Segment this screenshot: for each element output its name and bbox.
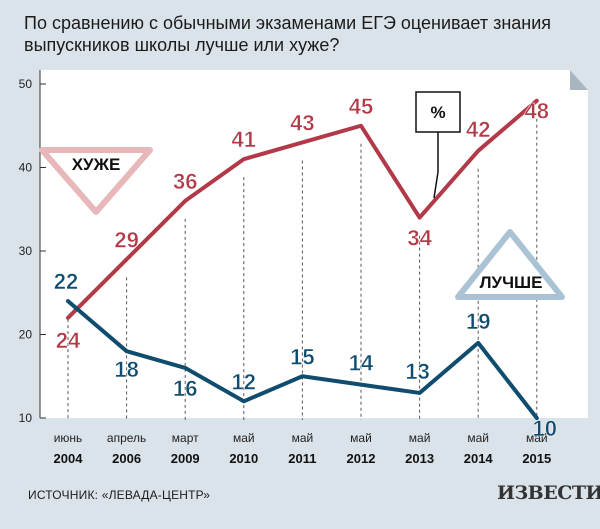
- x-tick-year: 2015: [522, 451, 551, 466]
- worse-data-label: 45: [349, 94, 373, 119]
- worse-data-label: 42: [466, 117, 490, 142]
- percent-unit-label: %: [430, 103, 445, 122]
- x-tick-year: 2014: [464, 451, 494, 466]
- y-tick-label: 50: [19, 77, 33, 91]
- better-data-label: 13: [405, 359, 429, 384]
- better-data-label: 10: [533, 416, 557, 441]
- better-data-label: 16: [173, 376, 197, 401]
- publisher-logo: ИЗВЕСТИЯ: [497, 482, 600, 504]
- x-tick-year: 2006: [112, 451, 141, 466]
- y-tick-label: 40: [19, 161, 33, 175]
- x-tick-month: май: [350, 431, 372, 445]
- worse-data-label: 34: [407, 226, 432, 251]
- x-tick-month: март: [172, 431, 199, 445]
- worse-data-label: 29: [114, 227, 138, 252]
- percent-box: [415, 91, 461, 133]
- x-tick-year: 2011: [288, 451, 316, 466]
- percent-pointer-line: [433, 171, 439, 199]
- better-legend-label: ЛУЧШЕ: [480, 273, 543, 292]
- plot-panel: [40, 70, 588, 418]
- better-data-label: 15: [290, 344, 314, 369]
- x-tick-month: апрель: [107, 431, 146, 445]
- worse-data-label: 24: [56, 328, 81, 353]
- worse-data-label: 36: [173, 169, 197, 194]
- x-tick-month: май: [526, 431, 548, 445]
- better-data-label: 19: [466, 309, 490, 334]
- better-data-label: 18: [114, 357, 138, 382]
- x-tick-month: май: [292, 431, 314, 445]
- x-tick-month: май: [467, 431, 489, 445]
- worse-legend-triangle: [39, 147, 153, 215]
- x-tick-year: 2009: [171, 451, 200, 466]
- worse-series-line: [66, 98, 539, 320]
- panel-fold-corner: [570, 70, 588, 90]
- better-legend-triangle: [455, 229, 565, 300]
- better-series-line: [66, 299, 539, 420]
- better-data-label: 22: [54, 269, 78, 294]
- source-note: ИСТОЧНИК: «ЛЕВАДА-ЦЕНТР»: [28, 488, 211, 502]
- y-tick-label: 10: [19, 411, 33, 425]
- x-tick-year: 2004: [54, 451, 84, 466]
- y-tick-label: 20: [19, 328, 33, 342]
- y-tick-label: 30: [19, 244, 33, 258]
- x-tick-year: 2012: [347, 451, 376, 466]
- worse-legend-label: ХУЖЕ: [72, 155, 121, 174]
- worse-data-label: 41: [232, 127, 256, 152]
- worse-data-label: 48: [525, 99, 549, 124]
- x-tick-month: июнь: [54, 431, 83, 445]
- x-tick-month: май: [409, 431, 431, 445]
- better-data-label: 12: [232, 369, 256, 394]
- better-data-label: 14: [349, 351, 374, 376]
- x-tick-year: 2010: [229, 451, 258, 466]
- worse-data-label: 43: [290, 110, 314, 135]
- x-tick-month: май: [233, 431, 255, 445]
- x-tick-year: 2013: [405, 451, 434, 466]
- chart-title: По сравнению с обычными экзаменами ЕГЭ о…: [24, 13, 552, 55]
